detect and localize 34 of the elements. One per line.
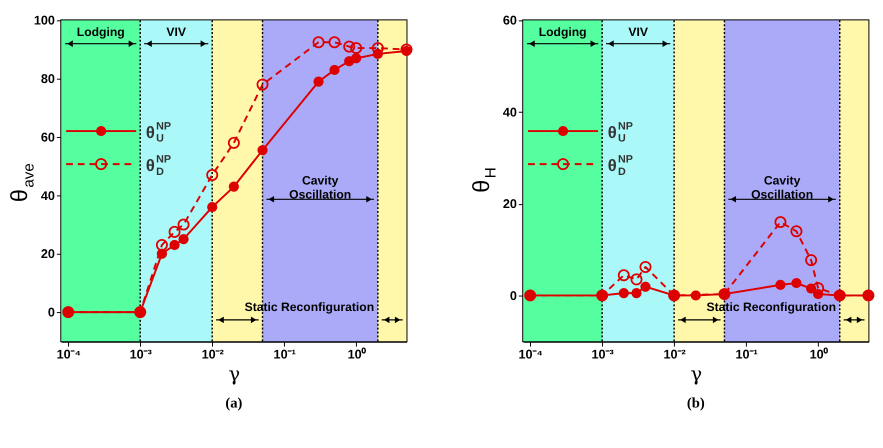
x-tick-label: 10⁻² <box>202 347 224 362</box>
x-tick-label: 10⁻¹ <box>274 347 296 362</box>
y-tick-label: 0 <box>48 305 55 320</box>
y-tick-label: 20 <box>40 247 55 262</box>
x-tick-label: 10⁻³ <box>130 347 152 362</box>
y-tick-label: 60 <box>502 14 517 28</box>
x-axis-title: γ <box>228 362 240 386</box>
x-tick-label: 10⁻³ <box>592 347 614 362</box>
y-axis-title: θave <box>6 163 38 202</box>
x-tick-label: 10⁻⁴ <box>56 347 81 362</box>
y-tick-label: 40 <box>40 188 55 203</box>
x-tick-label: 10⁻⁴ <box>518 347 543 362</box>
band-label: Cavity Oscillation <box>751 174 814 202</box>
y-tick-label: 80 <box>40 72 55 86</box>
band-label: Lodging <box>538 24 587 39</box>
y-axis-title: θH <box>468 167 500 193</box>
y-tick-label: 60 <box>40 130 55 144</box>
x-tick-label: 10⁻² <box>663 347 686 362</box>
band-label: Static Reconfiguration <box>706 300 836 314</box>
x-tick-label: 10⁰ <box>810 346 829 362</box>
y-tick-label: 0 <box>510 288 517 303</box>
band-label: VIV <box>166 24 187 39</box>
band-label: Lodging <box>76 24 125 39</box>
x-tick-label: 10⁻¹ <box>735 347 758 362</box>
band-label: Cavity Oscillation <box>289 174 352 202</box>
x-tick-label: 10⁰ <box>348 346 367 362</box>
text: (a) <box>225 395 243 412</box>
text: (b) <box>686 395 705 412</box>
y-tick-label: 100 <box>34 14 55 28</box>
band-label: Static Reconfiguration <box>244 300 374 314</box>
y-tick-label: 20 <box>502 197 517 212</box>
band-label: VIV <box>628 24 649 39</box>
x-axis-title: γ <box>690 362 702 386</box>
y-tick-label: 40 <box>502 105 517 120</box>
